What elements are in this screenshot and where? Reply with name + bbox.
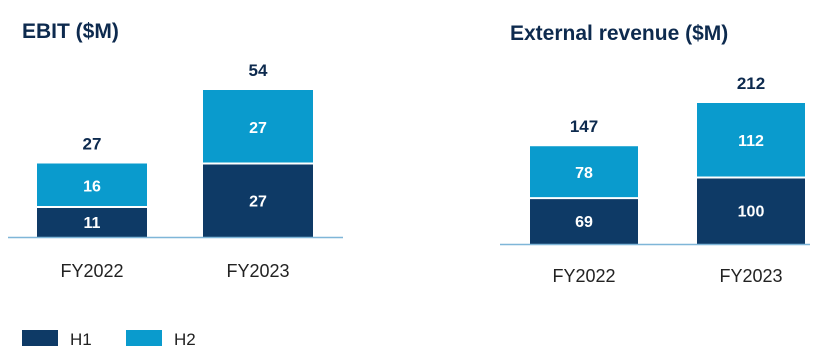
ebit-total-label-fy2023: 54: [249, 61, 268, 80]
revenue-x-tick-fy2022: FY2022: [552, 266, 615, 286]
legend-label-h1: H1: [70, 330, 92, 346]
ebit-total-label-fy2022: 27: [83, 135, 102, 154]
ebit-chart-title: EBIT ($M): [22, 20, 119, 43]
legend-label-h2: H2: [174, 330, 196, 346]
ebit-value-label-fy2023-h2: 27: [249, 120, 267, 137]
ebit-value-label-fy2022-h2: 16: [83, 178, 101, 195]
revenue-total-label-fy2023: 212: [737, 74, 765, 93]
revenue-value-label-fy2023-h2: 112: [738, 133, 764, 150]
revenue-x-tick-fy2023: FY2023: [719, 266, 782, 286]
ebit-x-tick-fy2022: FY2022: [60, 261, 123, 281]
revenue-total-label-fy2022: 147: [570, 117, 598, 136]
revenue-chart-title: External revenue ($M): [510, 22, 728, 45]
ebit-value-label-fy2022-h1: 11: [84, 215, 101, 232]
ebit-x-tick-fy2023: FY2023: [226, 261, 289, 281]
bars-layer: 11 16 27 FY2022 27 27 54 FY2023 69 78 147 FY2022 100…: [8, 61, 810, 286]
revenue-value-label-fy2022-h2: 78: [575, 165, 593, 182]
legend: H1 H2: [22, 330, 196, 346]
revenue-value-label-fy2023-h1: 100: [738, 204, 765, 221]
legend-swatch-h2: [126, 330, 162, 346]
legend-swatch-h1: [22, 330, 58, 346]
revenue-value-label-fy2022-h1: 69: [575, 214, 593, 231]
ebit-value-label-fy2023-h1: 27: [249, 193, 267, 210]
